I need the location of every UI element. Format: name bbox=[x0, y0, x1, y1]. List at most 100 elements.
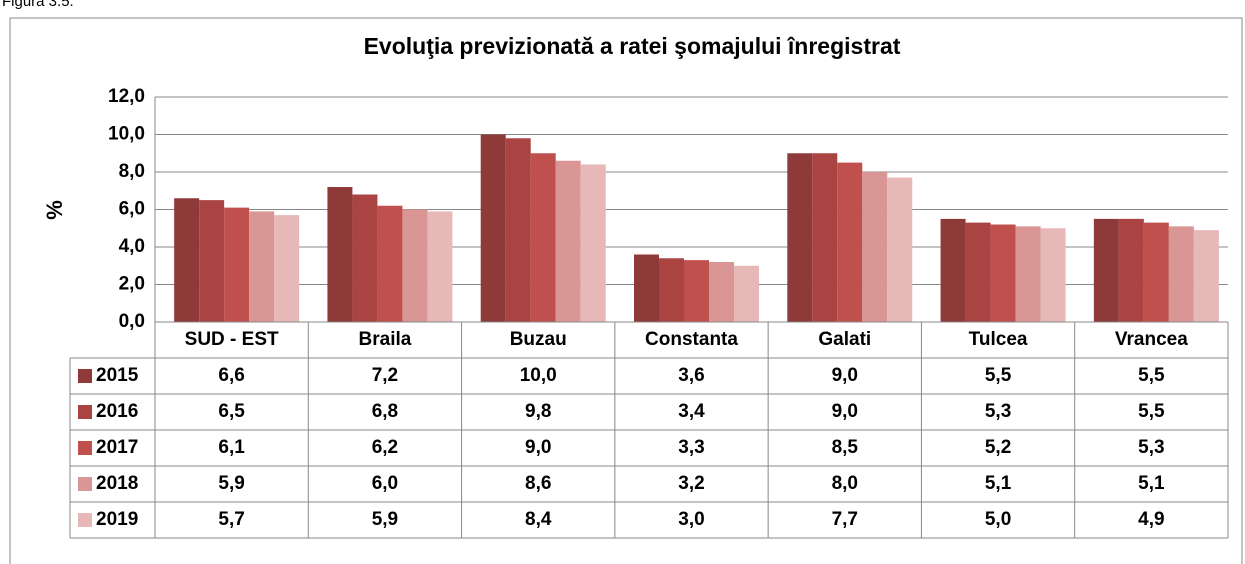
table-value: 3,2 bbox=[678, 473, 704, 494]
table-value: 5,2 bbox=[985, 437, 1011, 458]
bar bbox=[224, 207, 250, 322]
legend-swatch bbox=[78, 477, 92, 491]
table-value: 5,9 bbox=[372, 509, 398, 530]
category-label: Galati bbox=[818, 329, 871, 350]
bar bbox=[1015, 226, 1041, 322]
table-value: 10,0 bbox=[520, 365, 557, 386]
bar bbox=[734, 265, 759, 322]
bar bbox=[709, 262, 734, 322]
bar bbox=[965, 222, 991, 322]
table-value: 6,5 bbox=[218, 401, 245, 422]
bar bbox=[427, 211, 453, 322]
table-value: 5,5 bbox=[985, 365, 1012, 386]
bar bbox=[990, 224, 1016, 322]
table-value: 3,6 bbox=[678, 365, 704, 386]
bar bbox=[377, 205, 403, 322]
bar bbox=[1040, 228, 1066, 322]
chart-title: Evoluţia previzionată a ratei şomajului … bbox=[364, 33, 901, 59]
category-label: SUD - EST bbox=[185, 329, 279, 350]
bar bbox=[274, 215, 300, 322]
bar bbox=[249, 211, 275, 322]
bar bbox=[352, 194, 378, 322]
table-value: 8,5 bbox=[832, 437, 859, 458]
bar bbox=[862, 172, 888, 322]
bar bbox=[1168, 226, 1194, 322]
table-value: 7,7 bbox=[832, 509, 858, 530]
bar bbox=[887, 177, 913, 322]
legend-label: 2016 bbox=[96, 401, 138, 422]
y-tick-label: 0,0 bbox=[119, 311, 145, 332]
table-value: 6,0 bbox=[372, 473, 398, 494]
bar bbox=[684, 260, 709, 322]
bar bbox=[555, 160, 581, 322]
bar bbox=[174, 198, 200, 322]
bar bbox=[199, 200, 225, 322]
legend-label: 2015 bbox=[96, 365, 139, 386]
category-label: Constanta bbox=[645, 329, 738, 350]
table-value: 5,9 bbox=[218, 473, 244, 494]
bar bbox=[327, 187, 353, 322]
table-value: 4,9 bbox=[1138, 509, 1164, 530]
table-value: 5,1 bbox=[1138, 473, 1165, 494]
y-tick-label: 12,0 bbox=[108, 86, 145, 107]
table-value: 9,0 bbox=[832, 365, 858, 386]
bar bbox=[1118, 218, 1144, 322]
table-value: 9,0 bbox=[832, 401, 858, 422]
table-value: 7,2 bbox=[372, 365, 398, 386]
table-value: 8,6 bbox=[525, 473, 551, 494]
table-value: 5,0 bbox=[985, 509, 1011, 530]
category-label: Tulcea bbox=[969, 329, 1028, 350]
category-label: Buzau bbox=[510, 329, 567, 350]
y-axis-label: % bbox=[42, 200, 67, 220]
table-value: 5,5 bbox=[1138, 365, 1165, 386]
table-value: 6,8 bbox=[372, 401, 398, 422]
bar bbox=[659, 258, 684, 322]
table-value: 5,3 bbox=[985, 401, 1011, 422]
category-label: Braila bbox=[359, 329, 412, 350]
legend-swatch bbox=[78, 405, 92, 419]
table-value: 3,0 bbox=[678, 509, 704, 530]
table-value: 9,0 bbox=[525, 437, 551, 458]
table-value: 6,6 bbox=[218, 365, 244, 386]
table-value: 6,1 bbox=[218, 437, 245, 458]
bar bbox=[812, 153, 838, 322]
table-value: 5,3 bbox=[1138, 437, 1164, 458]
bar bbox=[1193, 230, 1219, 322]
legend-label: 2017 bbox=[96, 437, 138, 458]
table-value: 3,4 bbox=[678, 401, 705, 422]
table-value: 8,0 bbox=[832, 473, 858, 494]
bar bbox=[530, 153, 556, 322]
legend-swatch bbox=[78, 441, 92, 455]
legend-swatch bbox=[78, 513, 92, 527]
legend-label: 2018 bbox=[96, 473, 138, 494]
table-value: 8,4 bbox=[525, 509, 552, 530]
legend-label: 2019 bbox=[96, 509, 138, 530]
bar bbox=[787, 153, 813, 322]
y-tick-label: 2,0 bbox=[119, 274, 145, 295]
table-value: 5,5 bbox=[1138, 401, 1165, 422]
y-tick-label: 10,0 bbox=[108, 124, 145, 145]
bar bbox=[1143, 222, 1169, 322]
bar bbox=[505, 138, 531, 322]
caption: Figura 3.5. bbox=[2, 0, 74, 10]
bar bbox=[1093, 218, 1119, 322]
legend-swatch bbox=[78, 369, 92, 383]
category-label: Vrancea bbox=[1115, 329, 1188, 350]
y-tick-label: 6,0 bbox=[119, 199, 145, 220]
chart-frame bbox=[9, 17, 1243, 564]
table-value: 5,7 bbox=[218, 509, 244, 530]
y-tick-label: 8,0 bbox=[119, 161, 145, 182]
table-value: 6,2 bbox=[372, 437, 398, 458]
bar bbox=[402, 209, 428, 322]
table-value: 5,1 bbox=[985, 473, 1012, 494]
bar bbox=[580, 164, 606, 322]
table-value: 3,3 bbox=[678, 437, 704, 458]
bar bbox=[634, 254, 659, 322]
y-tick-label: 4,0 bbox=[119, 236, 145, 257]
table-value: 9,8 bbox=[525, 401, 551, 422]
bar bbox=[480, 134, 506, 322]
bar bbox=[940, 218, 966, 322]
bar bbox=[837, 162, 863, 322]
